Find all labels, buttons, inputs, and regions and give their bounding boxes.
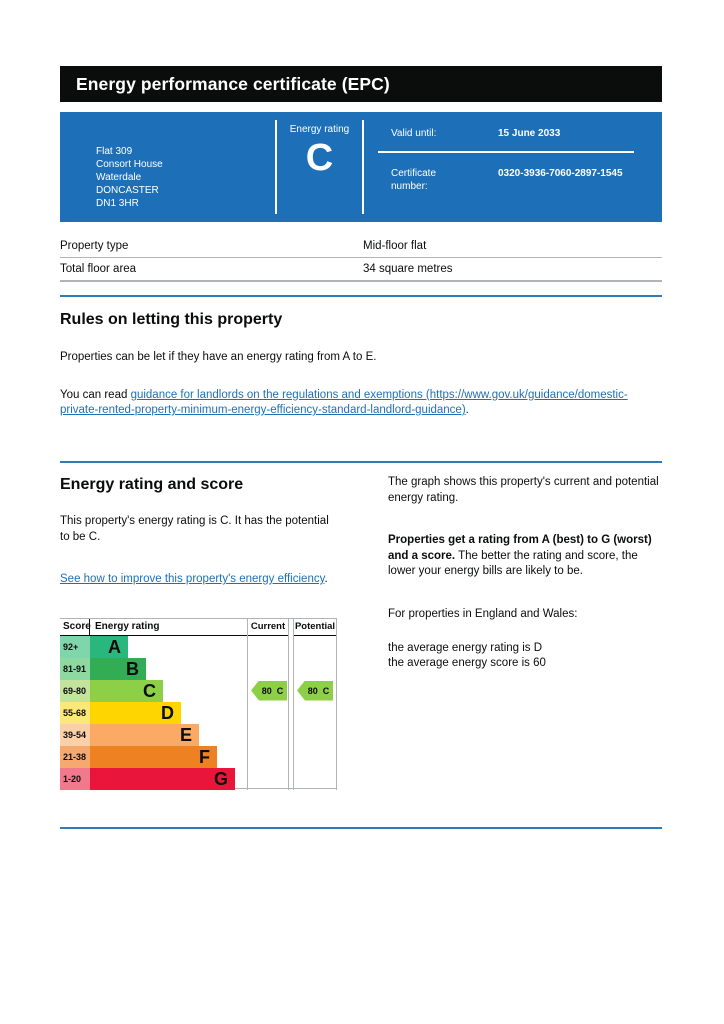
band-letter: G xyxy=(213,768,228,789)
score-range: 1-20 xyxy=(60,767,90,790)
band-letter: D xyxy=(161,702,174,723)
row-value: Mid-floor flat xyxy=(363,239,427,252)
rating-explainer-paragraph: Properties get a rating from A (best) to… xyxy=(388,534,652,577)
valid-until-label: Valid until: xyxy=(391,128,437,139)
band-letter: C xyxy=(143,680,156,701)
section-divider xyxy=(60,827,662,829)
panel-divider xyxy=(362,120,364,214)
address-line: Waterdale xyxy=(96,172,142,183)
potential-header: Potential xyxy=(294,619,336,636)
band-row-f: 21-38 F xyxy=(60,745,247,768)
rating-summary-paragraph: This property's energy rating is C. It h… xyxy=(60,515,329,543)
average-rating-line: the average energy rating is D xyxy=(388,642,543,654)
table-row: Property type Mid-floor flat xyxy=(60,234,662,258)
panel-rule xyxy=(378,151,634,153)
certificate-validity-block: Valid until: 15 June 2033 Certificate nu… xyxy=(364,112,662,222)
rules-section: Rules on letting this property Propertie… xyxy=(60,310,662,419)
england-wales-paragraph: For properties in England and Wales: xyxy=(388,607,578,620)
band-bar: B xyxy=(90,657,146,680)
property-address: Flat 309 Consort House Waterdale DONCAST… xyxy=(60,112,275,222)
epc-rating-graph: Score Energy rating 92+ A 81-91 B 69-80 … xyxy=(60,617,337,790)
band-bar: E xyxy=(90,723,199,746)
rules-paragraph: Properties can be let if they have an en… xyxy=(60,351,377,363)
graph-description-paragraph: The graph shows this property's current … xyxy=(388,476,659,504)
certificate-number-label: Certificate number: xyxy=(391,168,437,192)
current-arrow: 80 C xyxy=(251,680,287,701)
epc-header-bar: Energy performance certificate (EPC) xyxy=(60,66,662,102)
landlord-guidance-link[interactable]: guidance for landlords on the regulation… xyxy=(60,388,628,417)
row-label: Total floor area xyxy=(60,263,137,275)
improve-efficiency-link[interactable]: See how to improve this property's energ… xyxy=(60,573,325,585)
potential-rating-column: Potential 80 C xyxy=(293,618,337,790)
band-letter: B xyxy=(126,658,139,679)
rating-bands-table: Score Energy rating 92+ A 81-91 B 69-80 … xyxy=(60,618,247,790)
score-range: 92+ xyxy=(60,635,90,658)
band-row-a: 92+ A xyxy=(60,635,247,658)
current-header: Current xyxy=(248,619,288,636)
score-range: 69-80 xyxy=(60,679,90,702)
band-row-g: 1-20 G xyxy=(60,767,247,790)
rating-score-heading: Energy rating and score xyxy=(60,476,244,493)
band-bar: A xyxy=(90,635,128,658)
rating-header: Energy rating xyxy=(95,621,160,632)
certificate-number-value: 0320-3936-7060-2897-1545 xyxy=(498,168,623,179)
section-divider xyxy=(60,461,662,463)
page-title: Energy performance certificate (EPC) xyxy=(76,73,390,94)
row-value: 34 square metres xyxy=(363,263,453,275)
band-bar: D xyxy=(90,701,181,724)
guidance-paragraph: You can read guidance for landlords on t… xyxy=(60,388,628,417)
potential-arrow: 80 C xyxy=(297,680,333,701)
energy-rating-section: Energy rating and score This property's … xyxy=(60,475,662,790)
band-letter: E xyxy=(179,724,192,745)
band-row-c: 69-80 C xyxy=(60,679,247,702)
score-range: 21-38 xyxy=(60,745,90,768)
rules-heading: Rules on letting this property xyxy=(60,311,283,328)
score-range: 55-68 xyxy=(60,701,90,724)
improve-paragraph: See how to improve this property's energ… xyxy=(60,573,328,585)
averages-list: the average energy rating is D the avera… xyxy=(388,641,662,671)
band-row-d: 55-68 D xyxy=(60,701,247,724)
score-range: 39-54 xyxy=(60,723,90,746)
energy-rating-label: Energy rating xyxy=(289,124,350,135)
property-details-table: Property type Mid-floor flat Total floor… xyxy=(60,234,662,282)
band-row-e: 39-54 E xyxy=(60,723,247,746)
average-score-line: the average energy score is 60 xyxy=(388,657,546,669)
current-rating-column: Current 80 C xyxy=(247,618,289,790)
band-row-b: 81-91 B xyxy=(60,657,247,680)
band-bar: G xyxy=(90,767,235,790)
band-bar: F xyxy=(90,745,217,768)
table-row: Total floor area 34 square metres xyxy=(60,258,662,282)
score-header: Score xyxy=(60,618,91,635)
energy-rating-block: Energy rating C xyxy=(277,112,362,222)
section-divider xyxy=(60,295,662,297)
address-line: Flat 309 xyxy=(96,146,133,157)
address-line: Consort House xyxy=(96,159,163,170)
address-line: DONCASTER xyxy=(96,185,159,196)
row-label: Property type xyxy=(60,239,129,252)
panel-divider xyxy=(275,120,277,214)
property-summary-panel: Flat 309 Consort House Waterdale DONCAST… xyxy=(60,112,662,222)
address-line: DN1 3HR xyxy=(96,198,139,209)
band-letter: A xyxy=(108,636,121,657)
valid-until-value: 15 June 2033 xyxy=(498,128,561,139)
band-bar: C xyxy=(90,679,163,702)
score-range: 81-91 xyxy=(60,657,90,680)
energy-rating-value: C xyxy=(305,137,334,179)
band-letter: F xyxy=(199,746,210,767)
